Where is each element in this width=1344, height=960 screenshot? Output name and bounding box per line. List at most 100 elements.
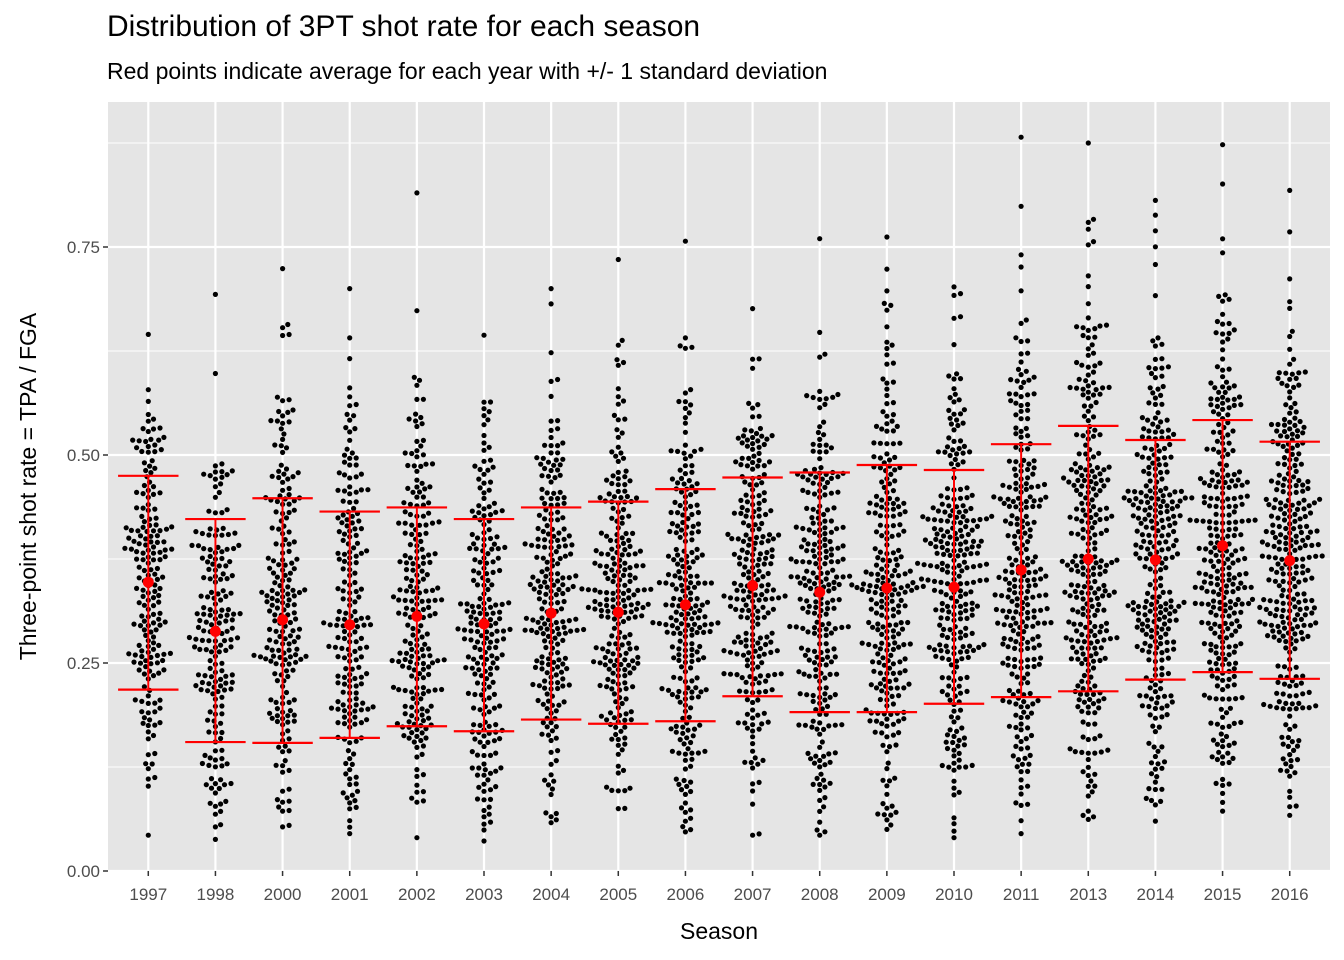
data-point-2007 (744, 507, 751, 513)
data-point-1998 (219, 469, 225, 475)
data-point-2006 (673, 729, 679, 735)
data-point-2008 (797, 580, 803, 586)
data-point-2002 (424, 631, 430, 637)
data-point-2004 (560, 582, 566, 588)
data-point-2014 (1145, 590, 1151, 597)
data-point-2001 (365, 615, 371, 621)
data-point-2014 (1155, 528, 1161, 534)
mean-point-2003 (478, 618, 490, 630)
data-point-2001 (357, 645, 363, 651)
data-point-2015 (1239, 518, 1245, 524)
data-point-2010 (961, 559, 968, 565)
data-point-2014 (1143, 631, 1149, 637)
data-point-2013 (1074, 324, 1080, 330)
data-point-2001 (347, 767, 353, 773)
data-point-2005 (602, 654, 608, 661)
data-point-2002 (441, 657, 447, 663)
data-point-2014 (1171, 528, 1177, 535)
data-point-2005 (648, 586, 654, 592)
data-point-2003 (491, 500, 497, 506)
data-point-2001 (352, 599, 358, 605)
data-point-2000 (287, 708, 293, 714)
data-point-2004 (551, 778, 557, 784)
data-point-2008 (836, 581, 842, 588)
data-point-2002 (427, 653, 433, 659)
data-point-2015 (1208, 647, 1214, 653)
data-point-2010 (981, 642, 987, 648)
data-point-2004 (538, 625, 544, 631)
data-point-2004 (534, 455, 540, 461)
data-point-2015 (1230, 560, 1236, 566)
data-point-2010 (951, 828, 957, 834)
data-point-2003 (474, 628, 481, 635)
data-point-2013 (1085, 736, 1091, 743)
data-point-2010 (951, 438, 957, 444)
data-point-2016 (1291, 747, 1297, 754)
data-point-2007 (755, 608, 761, 614)
data-point-2010 (944, 444, 951, 450)
data-point-2004 (561, 495, 567, 501)
data-point-2008 (797, 691, 803, 697)
data-point-2010 (947, 727, 953, 733)
data-point-2013 (1090, 392, 1097, 398)
data-point-2011 (1010, 753, 1016, 759)
data-point-2006 (678, 582, 685, 588)
data-point-2003 (486, 645, 492, 651)
data-point-2014 (1181, 599, 1187, 606)
data-point-2011 (1013, 412, 1019, 418)
data-point-2007 (755, 712, 761, 718)
data-point-2006 (682, 420, 689, 426)
data-point-2002 (414, 382, 420, 388)
data-point-2015 (1231, 575, 1237, 581)
data-point-2001 (347, 394, 353, 400)
data-point-2005 (630, 658, 636, 664)
data-point-2004 (548, 720, 554, 726)
data-point-2011 (1041, 481, 1048, 488)
data-point-2002 (416, 590, 423, 596)
data-point-2005 (592, 587, 598, 593)
data-point-2010 (954, 658, 960, 664)
data-point-2007 (756, 680, 762, 686)
data-point-2001 (347, 335, 353, 341)
data-point-2001 (347, 776, 353, 782)
data-point-2016 (1283, 700, 1289, 707)
data-point-2015 (1226, 526, 1232, 533)
data-point-2009 (879, 730, 885, 736)
data-point-2010 (964, 580, 970, 586)
data-point-2000 (293, 659, 299, 665)
data-point-2004 (553, 549, 559, 555)
data-point-2001 (349, 792, 355, 798)
data-point-2013 (1098, 530, 1104, 537)
data-point-2006 (682, 751, 689, 757)
data-point-2007 (757, 551, 764, 557)
data-point-2007 (755, 621, 761, 627)
data-point-2006 (676, 781, 682, 788)
data-point-2013 (1090, 658, 1097, 664)
data-point-2011 (1006, 484, 1013, 490)
data-point-2006 (688, 453, 694, 459)
data-point-2004 (555, 625, 561, 632)
data-point-2004 (555, 685, 561, 692)
data-point-2005 (602, 570, 608, 576)
data-point-2005 (610, 651, 616, 657)
data-point-2007 (746, 594, 752, 600)
data-point-2008 (822, 829, 828, 835)
data-point-2014 (1169, 506, 1175, 512)
data-point-2008 (827, 780, 833, 786)
data-point-2016 (1287, 752, 1293, 758)
data-point-2006 (685, 622, 691, 628)
data-point-2005 (627, 670, 633, 676)
data-point-2005 (622, 680, 628, 686)
data-point-2008 (840, 524, 846, 530)
data-point-2009 (890, 646, 897, 653)
data-point-2010 (946, 683, 952, 689)
data-point-2005 (620, 398, 627, 404)
data-point-1997 (141, 684, 147, 690)
data-point-2001 (353, 532, 359, 539)
data-point-2016 (1283, 535, 1289, 541)
data-point-2006 (686, 565, 692, 571)
data-point-2016 (1275, 515, 1281, 521)
data-point-2014 (1152, 682, 1158, 688)
data-point-2000 (273, 661, 279, 667)
data-point-1997 (136, 642, 142, 649)
